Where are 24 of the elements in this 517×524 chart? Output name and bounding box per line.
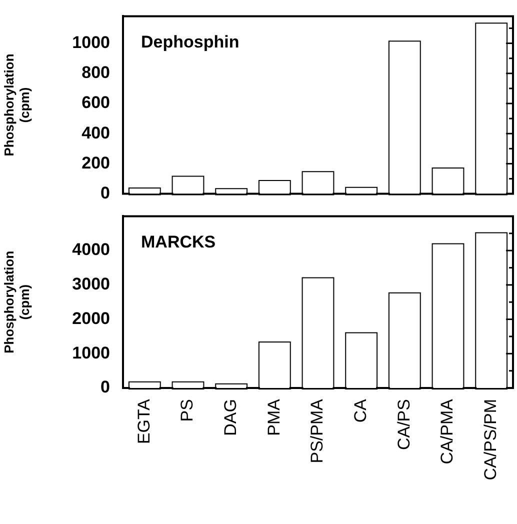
y-tick-label: 600 [82,93,110,112]
y-tick-label: 0 [100,183,110,202]
x-tick-label: PS/PMA [308,398,327,464]
y-axis-title: Phosphorylation (cpm) [1,250,32,354]
y-tick-label: 0 [100,378,110,397]
y-tick-label: 200 [82,153,110,172]
y-tick-label: 400 [82,123,110,142]
x-tick-label: CA/PMA [438,398,457,464]
x-tick-label: PMA [264,398,284,436]
annotation: MARCKS [141,232,216,252]
y-tick-label: 2000 [72,308,110,328]
y-tick-label: 4000 [72,240,110,260]
y-tick-label: 1000 [72,32,110,52]
y-tick-label: 800 [82,63,110,82]
x-tick-label: CA [351,398,370,423]
y-axis-title: Phosphorylation (cpm) [1,54,32,156]
y-tick-label: 1000 [72,343,110,362]
x-tick-label: CA/PS/PM [481,399,500,480]
x-tick-label: EGTA [134,398,154,444]
x-tick-label: DAG [221,399,240,436]
y-tick-label: 3000 [72,274,110,294]
x-tick-label: PS [178,399,197,422]
x-tick-label: CA/PS [394,399,414,450]
annotation: Dephosphin [141,32,240,52]
